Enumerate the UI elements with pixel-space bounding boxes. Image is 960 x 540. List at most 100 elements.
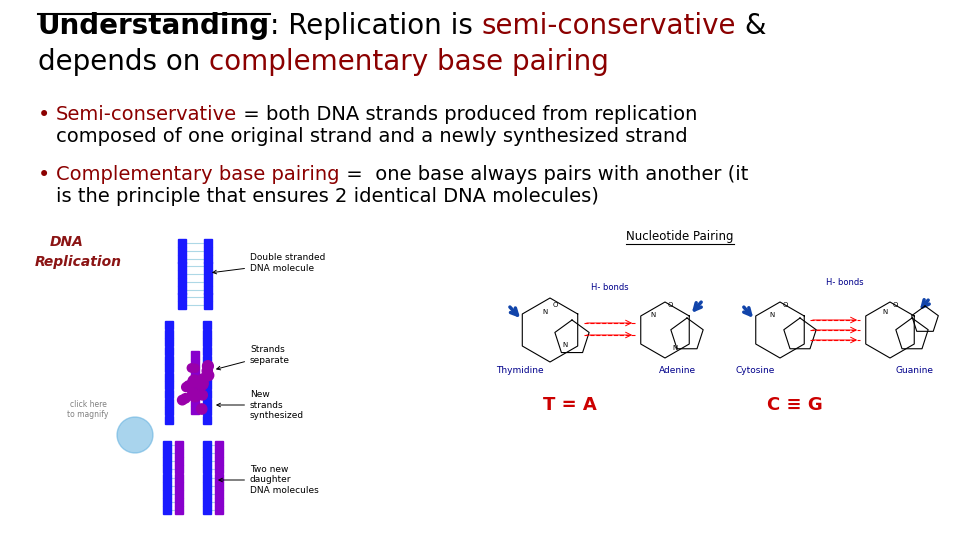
Circle shape [181,383,191,391]
Bar [178,239,186,247]
Circle shape [117,417,153,453]
Text: depends on: depends on [38,48,209,76]
Text: N: N [563,342,567,348]
Text: Replication: Replication [35,255,122,269]
Bar [203,364,211,372]
Bar [165,355,173,363]
Bar [191,367,199,375]
Bar [204,247,212,255]
Circle shape [198,374,208,384]
Text: O: O [552,302,558,308]
Text: Strands
separate: Strands separate [217,345,290,370]
Text: N: N [672,345,678,351]
Bar [215,490,223,498]
Text: semi-conservative: semi-conservative [482,12,736,40]
Bar [204,286,212,294]
Bar [203,490,211,498]
Bar [215,498,223,506]
Bar [203,338,211,346]
Bar [175,506,183,514]
Circle shape [203,361,213,372]
Bar [203,381,211,389]
Circle shape [195,377,208,390]
Circle shape [198,390,207,400]
Bar [203,506,211,514]
Text: •: • [38,105,50,125]
Bar [203,347,211,355]
Text: Semi-conservative: Semi-conservative [56,105,237,124]
Bar [203,355,211,363]
Text: Understanding: Understanding [38,12,270,40]
Bar [191,351,199,359]
Text: H- bonds: H- bonds [590,283,628,292]
Bar [203,390,211,398]
Bar [165,347,173,355]
Text: O: O [892,302,898,308]
Bar [203,321,211,329]
Bar [204,293,212,301]
Text: O: O [667,302,673,308]
Circle shape [204,370,214,381]
Bar [163,457,171,465]
Bar [204,301,212,309]
Bar [203,457,211,465]
Bar [163,506,171,514]
Bar [165,407,173,415]
Bar [178,270,186,278]
Bar [203,465,211,474]
Bar [204,239,212,247]
Bar [175,457,183,465]
Text: N: N [542,309,547,315]
Circle shape [195,377,204,387]
Bar [178,278,186,286]
Bar [165,329,173,338]
Bar [163,449,171,457]
Text: &: & [736,12,767,40]
Bar [165,381,173,389]
Bar [165,390,173,398]
Circle shape [189,389,202,402]
Bar [215,465,223,474]
Bar [191,382,199,390]
Text: C ≡ G: C ≡ G [767,396,823,414]
Circle shape [180,394,190,403]
Bar [203,329,211,338]
Text: : Replication is: : Replication is [270,12,482,40]
Bar [191,406,199,414]
Bar [191,390,199,399]
Bar [191,398,199,406]
Text: DNA: DNA [50,235,84,249]
Bar [178,301,186,309]
Circle shape [178,395,187,405]
Bar [178,286,186,294]
Text: O: O [782,302,788,308]
Text: Two new
daughter
DNA molecules: Two new daughter DNA molecules [219,465,319,495]
Bar [204,278,212,286]
Text: New
strands
synthesized: New strands synthesized [217,390,304,420]
Text: is the principle that ensures 2 identical DNA molecules): is the principle that ensures 2 identica… [56,187,599,206]
Bar [191,375,199,382]
Bar [163,441,171,449]
Bar [203,407,211,415]
Bar [178,262,186,270]
Circle shape [187,364,196,372]
Bar [175,482,183,490]
Bar [163,474,171,482]
Text: click here
to magnify: click here to magnify [67,400,108,420]
Bar [215,449,223,457]
Bar [203,482,211,490]
Circle shape [197,404,206,414]
Bar [178,247,186,255]
Bar [163,498,171,506]
Circle shape [188,388,198,399]
Bar [203,399,211,407]
Bar [165,321,173,329]
Bar [191,359,199,367]
Bar [215,506,223,514]
Bar [165,416,173,424]
Bar [215,441,223,449]
Bar [163,490,171,498]
Bar [203,474,211,482]
Circle shape [188,375,201,388]
Bar [203,416,211,424]
